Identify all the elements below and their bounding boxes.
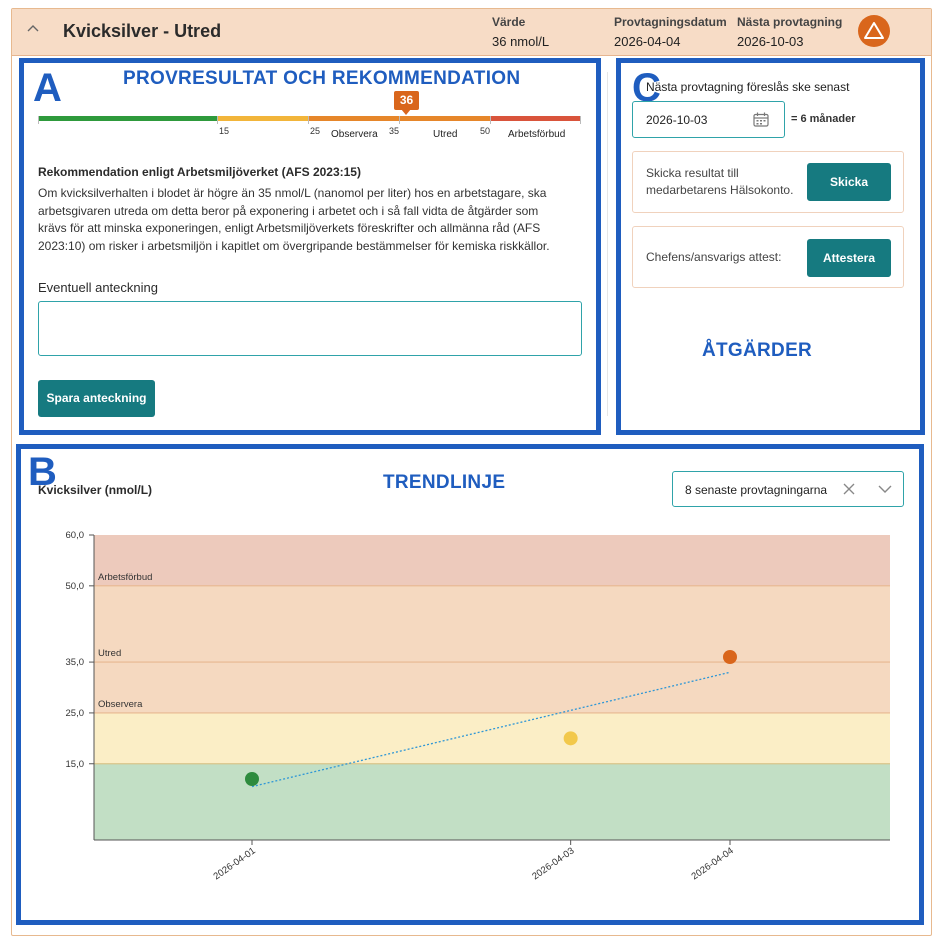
scale-segment-investigate [400, 116, 490, 121]
chart-band-label: Utred [98, 648, 121, 659]
scale-label-observe: Observera [331, 129, 378, 140]
marker-pointer [401, 109, 411, 115]
scale-number: 50 [480, 126, 491, 136]
x-tick-label: 2026-04-03 [530, 845, 576, 882]
scale-label-ban: Arbetsförbud [508, 129, 566, 140]
attest-text: Chefens/ansvarigs attest: [646, 250, 782, 264]
chart-y-axis-title: Kvicksilver (nmol/L) [38, 483, 153, 497]
chevron-down-icon[interactable] [878, 484, 892, 494]
recommendation-text: Om kvicksilverhalten i blodet är högre ä… [38, 186, 550, 253]
next-sample-suggestion-label: Nästa provtagning föreslås ske senast [646, 80, 850, 94]
section-b-frame [16, 444, 924, 925]
send-result-text: Skicka resultat till medarbetarens Hälso… [646, 166, 794, 197]
section-a-letter: A [33, 66, 62, 110]
result-header[interactable]: Kvicksilver - Utred Värde 36 nmol/L Prov… [12, 9, 931, 56]
status-badge [858, 15, 890, 47]
current-value-marker: 36 [394, 91, 419, 110]
scale-segment-low [218, 116, 308, 121]
scale-segment-ok [38, 116, 217, 121]
scale-tick [38, 116, 39, 124]
section-divider [607, 72, 608, 416]
scale-number: 25 [310, 126, 321, 136]
sample-date-label: Provtagningsdatum [614, 15, 727, 29]
note-textarea[interactable] [38, 301, 582, 356]
scale-number: 35 [389, 126, 400, 136]
chart-band [94, 712, 890, 764]
scale-tick [399, 116, 400, 124]
next-sample-label: Nästa provtagning [737, 15, 843, 29]
attest-button[interactable]: Attestera [807, 239, 891, 277]
attest-card: Chefens/ansvarigs attest: Attestera [632, 226, 904, 288]
y-tick-label: 25,0 [66, 708, 85, 719]
trendline [251, 671, 731, 788]
section-b-title: TRENDLINJE [383, 472, 506, 493]
section-a-title: PROVRESULTAT OCH REKOMMENDATION [123, 68, 521, 89]
data-point [722, 650, 737, 664]
warning-triangle-icon [864, 22, 884, 39]
chart-band [94, 763, 890, 840]
next-sample-date-input[interactable]: 2026-10-03 [632, 101, 785, 138]
x-tick-label: 2026-04-01 [212, 845, 258, 882]
section-c-title: ÅTGÄRDER [702, 340, 813, 361]
interval-text: = 6 månader [791, 113, 856, 125]
sample-count-select[interactable]: 8 senaste provtagningarna [672, 471, 904, 507]
chart-band-label: Observera [98, 699, 143, 710]
close-icon[interactable] [843, 483, 855, 495]
section-c-frame [616, 58, 925, 435]
data-point [245, 772, 259, 786]
chevron-up-icon[interactable] [26, 22, 40, 36]
y-tick-label: 15,0 [66, 759, 85, 770]
value-field: Värde 36 nmol/L [492, 15, 549, 49]
x-tick-label: 2026-04-04 [690, 845, 736, 882]
y-tick-label: 35,0 [66, 657, 85, 668]
y-tick-label: 50,0 [66, 581, 85, 592]
sample-date-field: Provtagningsdatum 2026-04-04 [614, 15, 727, 49]
note-label: Eventuell anteckning [38, 280, 158, 295]
scale-label-investigate: Utred [433, 129, 458, 140]
trend-chart: Observera Utred Arbetsförbud 15,0 25,0 35,0 50… [66, 530, 890, 882]
section-b-letter: B [28, 450, 57, 494]
scale-number: 15 [219, 126, 230, 136]
data-point [563, 731, 578, 746]
calendar-icon[interactable] [753, 112, 769, 127]
date-value: 2026-10-03 [646, 113, 708, 127]
recommendation-heading: Rekommendation enligt Arbetsmiljöverket … [38, 165, 361, 179]
save-note-button[interactable]: Spara anteckning [38, 380, 155, 417]
section-a-frame [19, 58, 601, 435]
scale-tick [217, 116, 218, 124]
chart-band [94, 585, 890, 713]
next-sample-field: Nästa provtagning 2026-10-03 [737, 15, 842, 49]
chart-band [94, 535, 890, 586]
scale-tick [580, 116, 581, 124]
result-title: Kvicksilver - Utred [63, 21, 222, 41]
value-label: Värde [492, 15, 526, 29]
scale-segment-ban [491, 116, 581, 121]
send-button[interactable]: Skicka [807, 163, 891, 201]
sample-date-text: 2026-04-04 [614, 34, 681, 49]
scale-segment-observe [309, 116, 399, 121]
y-tick-label: 60,0 [66, 530, 85, 541]
next-sample-text: 2026-10-03 [737, 34, 804, 49]
value-text: 36 nmol/L [492, 34, 550, 49]
sample-count-value: 8 senaste provtagningarna [685, 483, 828, 497]
scale-tick [308, 116, 309, 124]
send-result-card: Skicka resultat till medarbetarens Hälso… [632, 151, 904, 213]
chart-band-label: Arbetsförbud [98, 572, 152, 583]
scale-tick [490, 116, 491, 124]
